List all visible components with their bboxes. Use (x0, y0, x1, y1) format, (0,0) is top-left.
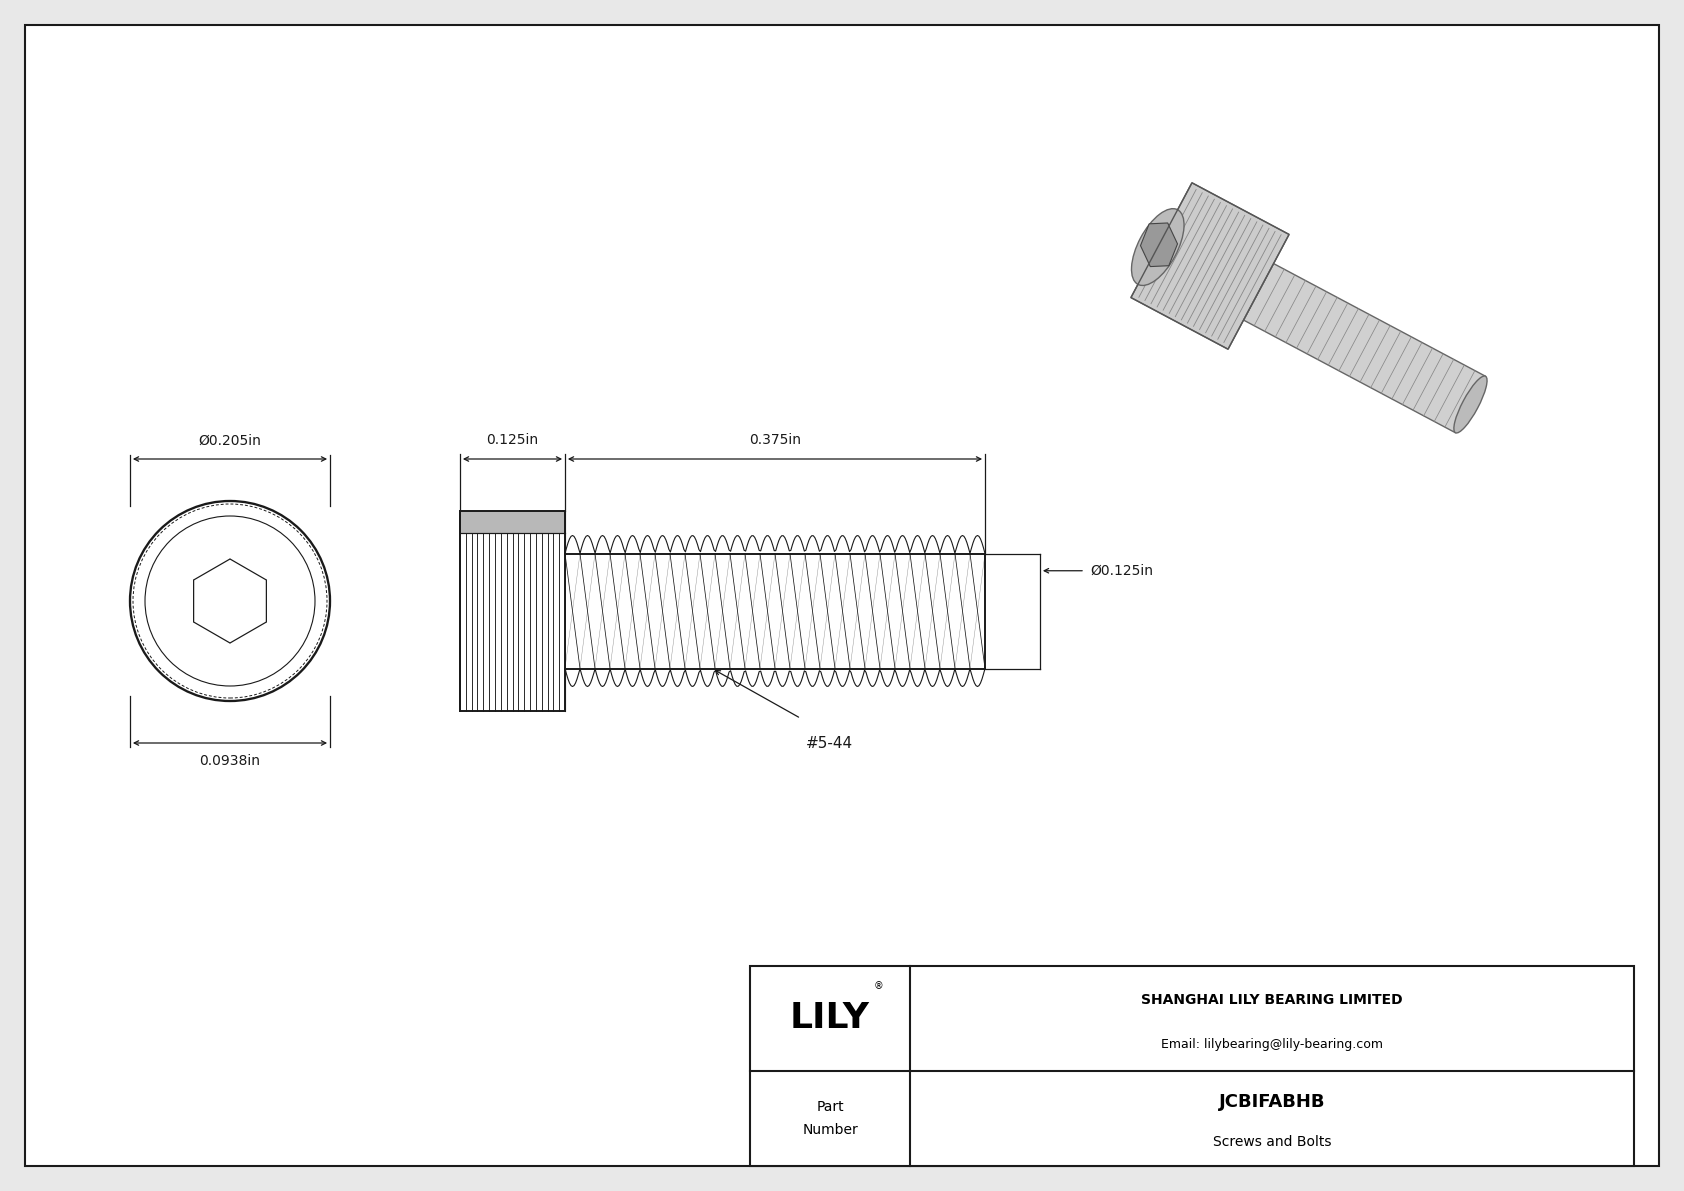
Polygon shape (1132, 182, 1288, 349)
Ellipse shape (1132, 208, 1184, 286)
Text: 0.375in: 0.375in (749, 434, 802, 447)
Text: Ø0.125in: Ø0.125in (1090, 563, 1154, 578)
Polygon shape (1243, 263, 1485, 432)
Text: JCBIFABHB: JCBIFABHB (1219, 1093, 1325, 1111)
Bar (460, 511, 566, 534)
Text: 0.0938in: 0.0938in (199, 754, 261, 768)
Bar (749, 966, 1633, 1166)
Bar (460, 511, 566, 711)
Text: Part
Number: Part Number (802, 1100, 857, 1137)
Bar (460, 511, 566, 711)
Ellipse shape (1453, 376, 1487, 434)
Bar (566, 555, 983, 667)
Text: SHANGHAI LILY BEARING LIMITED: SHANGHAI LILY BEARING LIMITED (1142, 992, 1403, 1006)
Text: ®: ® (872, 981, 882, 991)
Text: 0.125in: 0.125in (487, 434, 539, 447)
Text: Email: lilybearing@lily-bearing.com: Email: lilybearing@lily-bearing.com (1160, 1039, 1383, 1052)
Text: Screws and Bolts: Screws and Bolts (1212, 1135, 1332, 1149)
Polygon shape (194, 559, 266, 643)
Polygon shape (1140, 223, 1177, 267)
Text: Ø0.205in: Ø0.205in (199, 434, 261, 448)
Circle shape (130, 501, 330, 701)
Text: LILY: LILY (790, 1002, 871, 1035)
Bar (566, 554, 985, 668)
Circle shape (145, 516, 315, 686)
Text: #5-44: #5-44 (807, 736, 854, 750)
